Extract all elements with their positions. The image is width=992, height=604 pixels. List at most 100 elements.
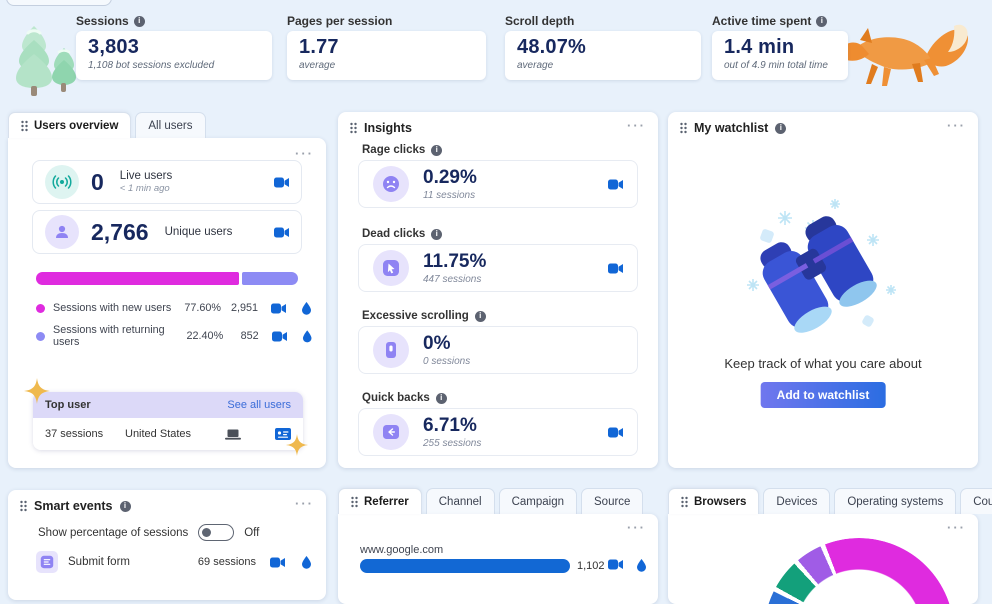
info-icon[interactable]: i xyxy=(431,144,443,156)
phone-scroll-icon xyxy=(373,332,409,368)
see-all-users-link[interactable]: See all users xyxy=(227,399,291,411)
more-menu-icon[interactable]: ··· xyxy=(947,118,966,133)
show-percentage-toggle[interactable] xyxy=(198,524,235,541)
add-to-watchlist-button[interactable]: Add to watchlist xyxy=(760,382,886,408)
metric-label: Sessions xyxy=(76,14,129,28)
video-recordings-icon[interactable] xyxy=(608,559,623,570)
info-icon[interactable]: i xyxy=(435,392,447,404)
drag-handle-icon[interactable] xyxy=(680,122,687,134)
heatmap-icon[interactable] xyxy=(301,301,312,315)
referrer-row-label: www.google.com xyxy=(360,544,444,556)
more-menu-icon[interactable]: ··· xyxy=(627,118,646,133)
drag-handle-icon[interactable] xyxy=(351,496,358,508)
referrer-row-value: 1,102 xyxy=(577,560,605,572)
insight-sessions: 11 sessions xyxy=(423,190,476,201)
metric-subtext: 1,108 bot sessions excluded xyxy=(88,60,215,71)
info-icon[interactable]: i xyxy=(816,15,828,27)
more-menu-icon[interactable]: ··· xyxy=(295,146,314,161)
video-recordings-icon[interactable] xyxy=(274,177,289,188)
tab-devices[interactable]: Devices xyxy=(763,488,831,514)
sessions-stacked-bar xyxy=(36,272,298,285)
insight-box-rage-clicks: 0.29% 11 sessions xyxy=(358,160,638,208)
tab-label: Users overview xyxy=(34,119,119,132)
heatmap-icon[interactable] xyxy=(302,329,312,343)
live-users-box: 0 Live users < 1 min ago xyxy=(32,160,302,204)
tab-browsers[interactable]: Browsers xyxy=(668,488,760,514)
metric-subtext: average xyxy=(517,60,554,71)
drag-handle-icon[interactable] xyxy=(681,496,688,508)
insight-value: 11.75% xyxy=(423,251,487,272)
insight-value: 0.29% xyxy=(423,167,477,188)
insight-box-quick-backs: 6.71% 255 sessions xyxy=(358,408,638,456)
insight-label-text: Quick backs xyxy=(362,392,430,404)
card-title: Insights xyxy=(364,121,412,135)
top-user-location: United States xyxy=(125,428,192,440)
live-users-sub: < 1 min ago xyxy=(119,183,170,194)
drag-handle-icon[interactable] xyxy=(350,122,357,134)
heatmap-icon[interactable] xyxy=(301,555,312,569)
event-icon xyxy=(36,551,58,573)
video-recordings-icon[interactable] xyxy=(608,427,623,438)
more-menu-icon[interactable]: ··· xyxy=(627,520,646,535)
metric-active-time: Active time spent i 1.4 min out of 4.9 m… xyxy=(712,14,848,80)
browsers-card: ··· xyxy=(668,514,978,604)
video-recordings-icon[interactable] xyxy=(608,179,623,190)
video-recordings-icon[interactable] xyxy=(274,227,289,238)
metric-value: 1.77 xyxy=(299,36,339,58)
drag-handle-icon[interactable] xyxy=(20,500,27,512)
insight-sessions: 0 sessions xyxy=(423,356,471,367)
tab-source[interactable]: Source xyxy=(581,488,644,514)
toggle-state: Off xyxy=(244,526,260,539)
video-recordings-icon[interactable] xyxy=(271,303,286,314)
tab-channel[interactable]: Channel xyxy=(425,488,495,514)
insight-value: 6.71% xyxy=(423,415,477,436)
info-icon[interactable]: i xyxy=(431,228,443,240)
referrer-bar[interactable] xyxy=(360,559,570,573)
info-icon[interactable]: i xyxy=(474,310,486,322)
watchlist-message: Keep track of what you care about xyxy=(724,356,922,371)
video-recordings-icon[interactable] xyxy=(270,557,285,568)
card-title: My watchlist xyxy=(694,121,769,135)
tab-operating-systems[interactable]: Operating systems xyxy=(834,488,957,514)
video-recordings-icon[interactable] xyxy=(608,263,623,274)
toggle-knob xyxy=(202,527,212,537)
legend-count: 852 xyxy=(240,330,259,342)
drag-handle-icon[interactable] xyxy=(21,120,28,132)
info-icon[interactable]: i xyxy=(119,500,131,512)
tab-users-overview[interactable]: Users overview xyxy=(8,112,132,138)
event-label: Submit form xyxy=(68,556,130,568)
tab-referrer[interactable]: Referrer xyxy=(338,488,422,514)
insight-value: 0% xyxy=(423,333,451,354)
unique-users-value: 2,766 xyxy=(91,218,149,245)
event-sessions: 69 sessions xyxy=(197,556,256,568)
toggle-label: Show percentage of sessions xyxy=(38,526,189,539)
live-users-value: 0 xyxy=(91,168,104,195)
browsers-donut-chart[interactable] xyxy=(764,538,954,604)
user-id-card-icon[interactable] xyxy=(275,428,291,440)
video-recordings-icon[interactable] xyxy=(271,331,287,342)
tab-campaign[interactable]: Campaign xyxy=(498,488,578,514)
more-menu-icon[interactable]: ··· xyxy=(295,496,314,511)
tab-label: Devices xyxy=(776,495,818,508)
insight-label-rage-clicks: Rage clicks i xyxy=(362,144,443,156)
info-icon[interactable]: i xyxy=(133,15,145,27)
dead-click-cursor-icon xyxy=(373,250,409,286)
top-user-row[interactable]: 37 sessions United States xyxy=(33,418,303,450)
tab-label: Countries xyxy=(973,495,992,508)
unique-users-label: Unique users xyxy=(164,226,233,238)
legend-count: 2,951 xyxy=(230,302,258,314)
metric-value: 1.4 min xyxy=(724,36,795,58)
bar-segment-returning-users xyxy=(242,272,298,285)
tab-countries[interactable]: Countries xyxy=(960,488,992,514)
insight-label-text: Rage clicks xyxy=(362,144,426,156)
top-user-sessions: 37 sessions xyxy=(45,428,104,440)
referrer-card: ··· www.google.com 1,102 xyxy=(338,514,658,604)
insights-card: Insights ··· Rage clicks i 0.29% 11 sess… xyxy=(338,112,658,468)
info-icon[interactable]: i xyxy=(775,122,787,134)
metric-label: Active time spent xyxy=(712,14,812,28)
metric-sessions: Sessions i 3,803 1,108 bot sessions excl… xyxy=(76,14,272,80)
more-menu-icon[interactable]: ··· xyxy=(947,520,966,535)
tab-all-users[interactable]: All users xyxy=(135,112,206,138)
sparkle-icon xyxy=(286,434,308,456)
smart-event-row: Submit form 69 sessions xyxy=(36,550,312,574)
